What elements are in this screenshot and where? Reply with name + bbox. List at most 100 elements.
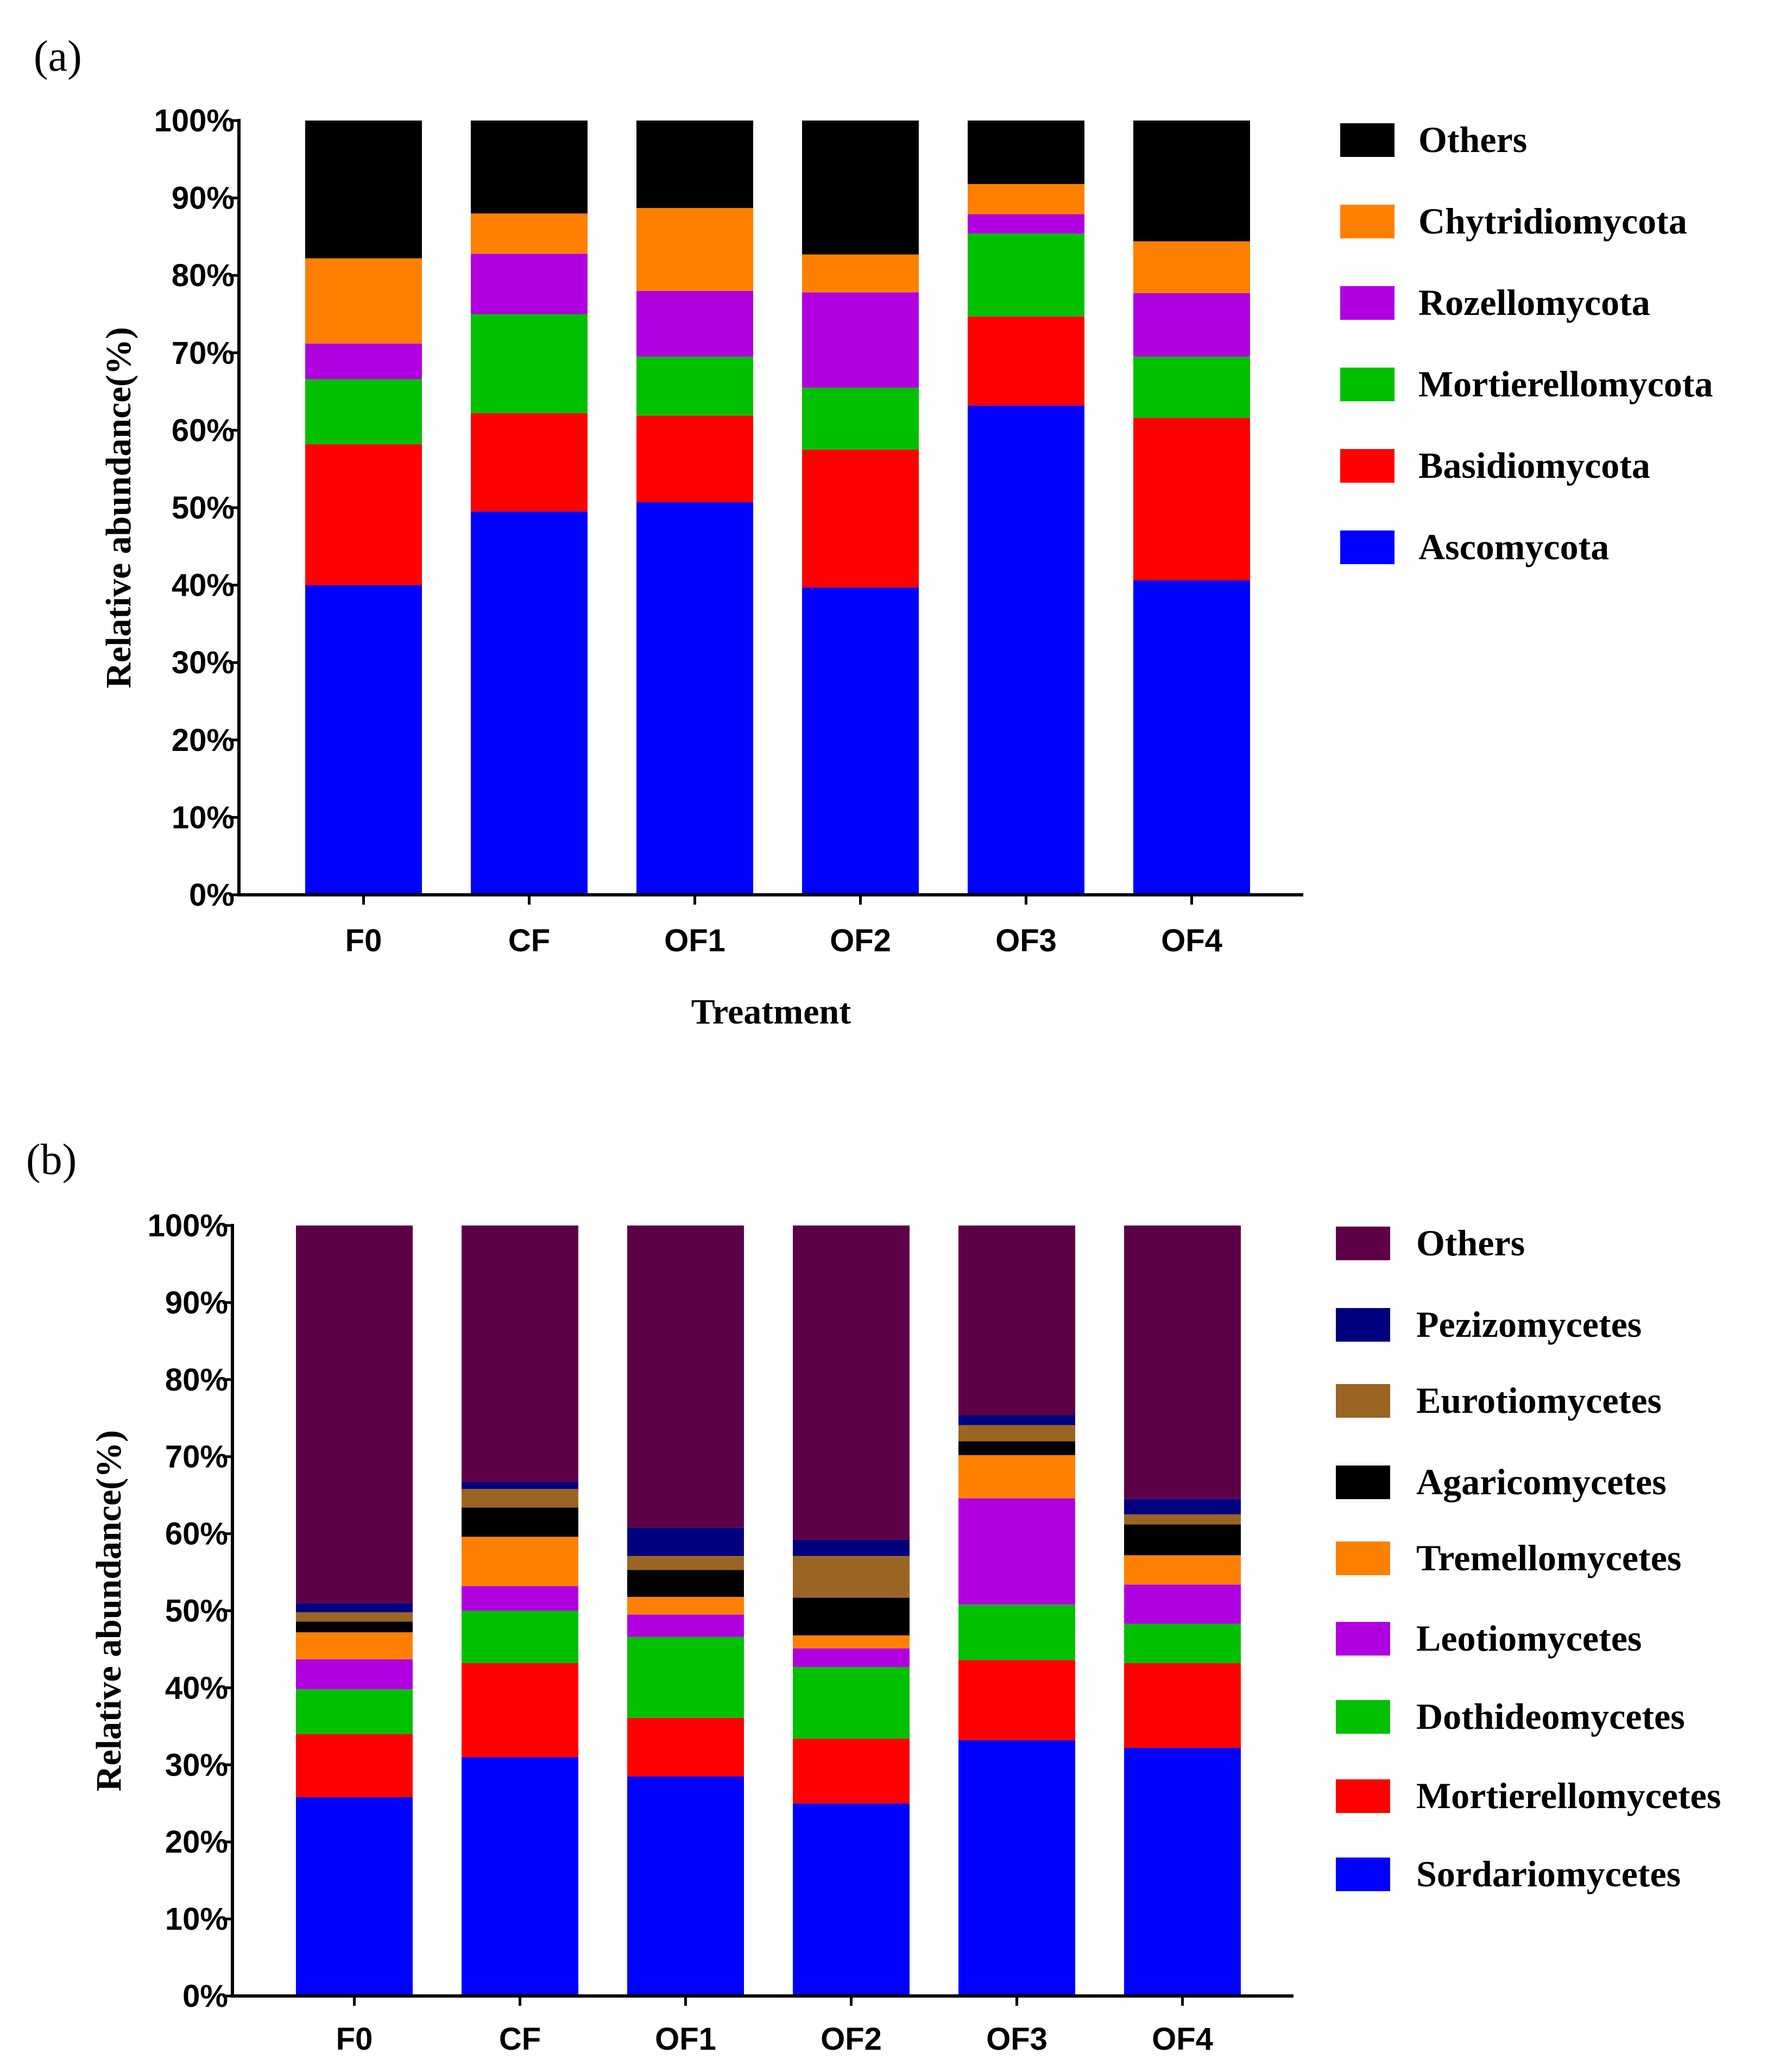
panel-b-bar-of3-dothideomycetes	[958, 1604, 1075, 1660]
panel-b-y-tick-label-30: 30%	[165, 1747, 228, 1783]
panel-b-bar-of3-others	[958, 1225, 1075, 1416]
panel-b-y-tick-label-20: 20%	[165, 1824, 228, 1860]
panel-a-x-tick-label-of4: OF4	[1161, 923, 1222, 958]
panel-a-x-tick-label-of1: OF1	[664, 923, 725, 958]
panel-a-bar-cf-chytridiomycota	[471, 213, 588, 254]
panel-b-bar-of2-tremellomycetes	[793, 1635, 910, 1649]
panel-b-bar-f0-mortierellomycetes	[296, 1734, 413, 1797]
panel-b-bar-cf-eurotiomycetes	[462, 1489, 578, 1508]
panel-b-legend-swatch-mortierellomycetes	[1336, 1779, 1390, 1813]
panel-a-bar-of4-ascomycota	[1133, 580, 1250, 895]
panel-b-y-tick-label-60: 60%	[165, 1517, 228, 1552]
panel-b-bar-of4-others	[1124, 1225, 1241, 1499]
panel-b-y-tick-label-80: 80%	[165, 1362, 228, 1398]
panel-a-legend-label-mortierellomycota: Mortierellomycota	[1418, 363, 1713, 405]
panel-a-bar-cf-ascomycota	[471, 511, 588, 895]
panel-b-x-tick-label-of1: OF1	[655, 2022, 716, 2057]
panel-a-bar-of4-chytridiomycota	[1133, 241, 1250, 293]
panel-b-bar-of3-eurotiomycetes	[958, 1425, 1075, 1442]
panel-b-legend-label-tremellomycetes: Tremellomycetes	[1416, 1537, 1681, 1578]
panel-a-bar-of3-ascomycota	[968, 405, 1084, 895]
panel-a-legend-label-basidiomycota: Basidiomycota	[1418, 445, 1650, 486]
panel-b-x-tick-label-of4: OF4	[1152, 2022, 1213, 2057]
panel-b-legend-label-leotiomycetes: Leotiomycetes	[1416, 1618, 1642, 1659]
panel-b-legend-label-mortierellomycetes: Mortierellomycetes	[1416, 1775, 1721, 1816]
panel-b-bar-of4-leotiomycetes	[1124, 1584, 1241, 1624]
panel-a-legend-swatch-rozellomycota	[1340, 286, 1395, 320]
panel-b-bar-f0-leotiomycetes	[296, 1659, 413, 1690]
panel-a-y-axis-title: Relative abundance(%)	[99, 327, 138, 688]
panel-a-legend-label-chytridiomycota: Chytridiomycota	[1418, 200, 1687, 242]
panel-b-y-tick-label-10: 10%	[165, 1902, 228, 1937]
panel-a-bar-f0-others	[305, 121, 422, 258]
panel-b-bar-cf-mortierellomycetes	[462, 1663, 578, 1758]
panel-b-bar-of2-leotiomycetes	[793, 1648, 910, 1667]
panel-a-legend-label-rozellomycota: Rozellomycota	[1418, 282, 1650, 323]
panel-b-bar-of3-mortierellomycetes	[958, 1660, 1075, 1740]
panel-b-bar-of3-leotiomycetes	[958, 1498, 1075, 1605]
panel-b-legend-swatch-tremellomycetes	[1336, 1542, 1390, 1575]
panel-a-bar-of1-ascomycota	[636, 502, 753, 895]
panel-a-x-tick-label-of3: OF3	[995, 923, 1057, 958]
panel-a-bar-of4-mortierellomycota	[1133, 356, 1250, 418]
panel-a-bar-f0-ascomycota	[305, 585, 422, 895]
panel-b-legend-label-eurotiomycetes: Eurotiomycetes	[1416, 1380, 1662, 1421]
panel-a-x-tick-label-cf: CF	[508, 923, 550, 958]
panel-b-bar-of3-tremellomycetes	[958, 1455, 1075, 1499]
panel-a-bar-of3-mortierellomycota	[968, 233, 1084, 317]
panel-a-bar-cf-others	[471, 121, 588, 214]
panel-b-bar-of2-pezizomycetes	[793, 1539, 910, 1556]
panel-b-legend-label-others: Others	[1416, 1222, 1525, 1264]
panel-b-bar-of4-sordariomycetes	[1124, 1748, 1241, 1996]
panel-a-legend-swatch-mortierellomycota	[1340, 368, 1395, 401]
panel-b-x-tick-label-f0: F0	[336, 2022, 373, 2057]
panel-b-y-tick-label-40: 40%	[165, 1670, 228, 1705]
panel-a-bar-of2-others	[802, 121, 919, 255]
panel-a-bar-of1-mortierellomycota	[636, 356, 753, 416]
panel-b-bar-f0-pezizomycetes	[296, 1603, 413, 1613]
panel-b-bar-f0-eurotiomycetes	[296, 1612, 413, 1622]
panel-a-y-tick-label-40: 40%	[172, 568, 235, 603]
panel-b-bar-of2-eurotiomycetes	[793, 1556, 910, 1598]
panel-a-bar-of2-ascomycota	[802, 587, 919, 895]
panel-b-bar-cf-sordariomycetes	[462, 1757, 578, 1996]
panel-b-legend-swatch-eurotiomycetes	[1336, 1384, 1390, 1418]
panel-a-y-tick-label-20: 20%	[172, 723, 235, 758]
panel-b-bar-f0-tremellomycetes	[296, 1632, 413, 1659]
panel-b-bar-of3-pezizomycetes	[958, 1415, 1075, 1425]
panel-b-bar-of2-sordariomycetes	[793, 1803, 910, 1996]
panel-a-y-tick-label-50: 50%	[172, 490, 235, 526]
panel-b-y-tick-label-70: 70%	[165, 1439, 228, 1475]
panel-a-bar-of1-basidiomycota	[636, 415, 753, 503]
panel-a-label: (a)	[34, 33, 82, 80]
panel-b-bar-of4-tremellomycetes	[1124, 1555, 1241, 1585]
panel-b-legend-swatch-dothideomycetes	[1336, 1700, 1390, 1734]
panel-a-x-tick-label-f0: F0	[345, 923, 382, 958]
panel-a-bar-cf-rozellomycota	[471, 254, 588, 314]
panel-a-y-tick-label-90: 90%	[172, 181, 235, 216]
panel-b-bar-f0-others	[296, 1225, 413, 1603]
panel-a-bar-of3-chytridiomycota	[968, 184, 1084, 214]
panel-a-legend-label-ascomycota: Ascomycota	[1418, 526, 1609, 567]
panel-b-x-tick-label-of3: OF3	[986, 2022, 1048, 2057]
panel-b-bar-cf-tremellomycetes	[462, 1537, 578, 1587]
panel-a-y-tick-label-10: 10%	[172, 800, 235, 835]
panel-a-y-tick-label-70: 70%	[172, 336, 235, 371]
panel-b-bar-of1-sordariomycetes	[627, 1776, 744, 1996]
panel-b-bar-of1-pezizomycetes	[627, 1527, 744, 1556]
panel-b-bar-of1-mortierellomycetes	[627, 1717, 744, 1777]
panel-a-y-tick-label-30: 30%	[172, 645, 235, 680]
panel-b-bar-cf-agaricomycetes	[462, 1507, 578, 1537]
panel-a-y-tick-label-60: 60%	[172, 413, 235, 448]
panel-b-legend-swatch-agaricomycetes	[1336, 1465, 1390, 1499]
panel-a-bar-of1-others	[636, 121, 753, 209]
panel-a-legend-swatch-others	[1340, 123, 1395, 157]
panel-b-bar-of1-eurotiomycetes	[627, 1556, 744, 1570]
panel-a-y-tick-label-80: 80%	[172, 258, 235, 293]
panel-a-bar-of1-rozellomycota	[636, 290, 753, 357]
panel-b-legend-swatch-leotiomycetes	[1336, 1622, 1390, 1656]
panel-a-bar-of2-chytridiomycota	[802, 254, 919, 293]
panel-b-x-tick-label-of2: OF2	[821, 2022, 882, 2057]
panel-b-bar-of4-pezizomycetes	[1124, 1499, 1241, 1515]
